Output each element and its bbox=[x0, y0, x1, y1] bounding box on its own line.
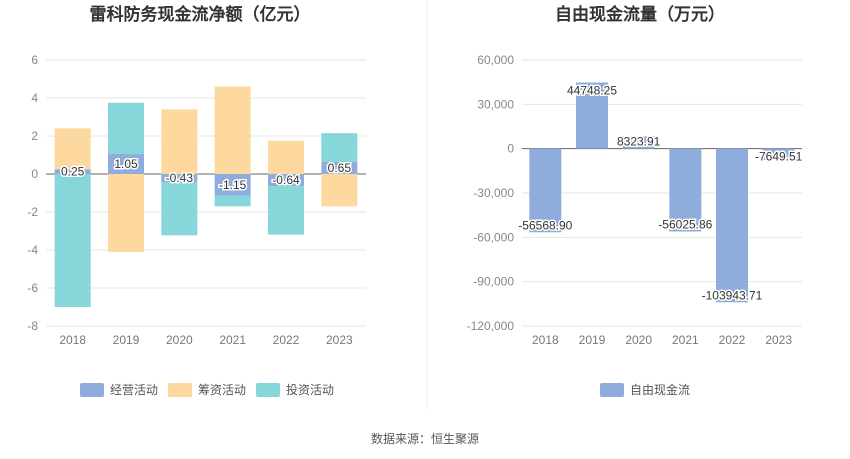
data-label: 8323.91 bbox=[617, 135, 661, 149]
bar-投资活动-2018 bbox=[54, 174, 91, 307]
x-tick-label: 2021 bbox=[219, 333, 246, 347]
y-tick-label: 0 bbox=[31, 167, 38, 181]
y-tick-label: 6 bbox=[31, 53, 38, 67]
bar-投资活动-2022 bbox=[268, 186, 304, 235]
x-tick-label: 2023 bbox=[326, 333, 353, 347]
legend-swatch-投资活动 bbox=[256, 383, 280, 397]
legend-label: 经营活动 bbox=[110, 383, 158, 397]
data-label: 1.05 bbox=[114, 157, 138, 171]
y-tick-label: 2 bbox=[31, 129, 38, 143]
bar-自由现金流-2020 bbox=[622, 136, 655, 149]
y-tick-label: 60,000 bbox=[477, 53, 514, 67]
x-tick-label: 2022 bbox=[719, 333, 746, 347]
data-label: -7649.51 bbox=[755, 150, 803, 164]
bar-自由现金流-2019 bbox=[576, 82, 608, 149]
y-tick-label: 30,000 bbox=[477, 97, 514, 111]
x-tick-label: 2019 bbox=[579, 333, 606, 347]
free-cashflow-chart: 60,000 30,000 0 -30,000 -60,000 -90,000 -120,0… bbox=[467, 53, 804, 397]
x-tick-label: 2022 bbox=[273, 333, 300, 347]
legend-label: 投资活动 bbox=[286, 382, 334, 397]
legend-swatch-经营活动 bbox=[80, 383, 104, 397]
bar-筹资活动-2018 bbox=[54, 128, 91, 170]
y-tick-label: -120,000 bbox=[467, 319, 515, 333]
bar-筹资活动-2023 bbox=[321, 174, 358, 207]
x-tick-label: 2020 bbox=[166, 333, 193, 347]
data-label: 44748.25 bbox=[567, 84, 617, 98]
bar-投资活动-2023 bbox=[321, 133, 358, 162]
data-label: -0.64 bbox=[272, 173, 300, 187]
bar-经营活动-2019 bbox=[108, 154, 144, 174]
y-tick-label: -6 bbox=[27, 281, 38, 295]
legend-swatch-筹资活动 bbox=[168, 383, 192, 397]
data-label: 0.65 bbox=[328, 161, 352, 175]
bar-投资活动-2021 bbox=[214, 195, 251, 207]
legend-label: 自由现金流 bbox=[630, 382, 690, 397]
x-tick-label: 2018 bbox=[59, 333, 86, 347]
x-tick-label: 2021 bbox=[672, 333, 699, 347]
bar-筹资活动-2020 bbox=[161, 109, 198, 174]
bar-自由现金流-2023 bbox=[762, 148, 795, 160]
data-source: 数据来源：恒生聚源 bbox=[371, 431, 479, 446]
bar-自由现金流-2021 bbox=[669, 148, 702, 232]
chart-title-left: 雷科防务现金流净额（亿元） bbox=[90, 4, 311, 24]
bar-经营活动-2023 bbox=[321, 161, 358, 174]
y-tick-label: -4 bbox=[27, 243, 38, 257]
legend-swatch-自由现金流 bbox=[600, 383, 624, 397]
data-label: -56568.90 bbox=[518, 218, 572, 232]
y-tick-label: -8 bbox=[27, 319, 38, 333]
x-tick-label: 2020 bbox=[625, 333, 652, 347]
data-label: -56025.86 bbox=[658, 217, 712, 231]
bar-经营活动-2020 bbox=[161, 174, 198, 183]
data-label: -0.43 bbox=[166, 171, 194, 185]
bar-自由现金流-2018 bbox=[529, 148, 562, 233]
y-tick-label: -60,000 bbox=[473, 230, 514, 244]
bar-经营活动-2018 bbox=[54, 169, 91, 174]
bar-筹资活动-2022 bbox=[268, 140, 304, 174]
x-tick-label: 2018 bbox=[532, 333, 559, 347]
bar-筹资活动-2019 bbox=[108, 174, 144, 252]
bar-经营活动-2021 bbox=[214, 174, 251, 196]
y-tick-label: -2 bbox=[27, 205, 38, 219]
data-label: -1.15 bbox=[219, 178, 247, 192]
bar-投资活动-2020 bbox=[161, 182, 198, 236]
bar-自由现金流-2022 bbox=[716, 148, 748, 303]
bar-投资活动-2019 bbox=[108, 102, 144, 155]
cashflow-chart: 6 4 2 0 -2 -4 -6 -8 2018 2019 2020 2021 2022 2023 0.25… bbox=[27, 53, 366, 397]
bar-筹资活动-2021 bbox=[214, 86, 251, 174]
y-tick-label: 0 bbox=[507, 142, 514, 156]
bar-经营活动-2022 bbox=[268, 174, 304, 187]
chart-title-right: 自由现金流量（万元） bbox=[555, 4, 725, 24]
data-label: -103943.71 bbox=[702, 288, 763, 302]
y-tick-label: -30,000 bbox=[473, 186, 514, 200]
x-tick-label: 2019 bbox=[113, 333, 140, 347]
y-tick-label: -90,000 bbox=[473, 275, 514, 289]
y-tick-label: 4 bbox=[31, 91, 38, 105]
legend-label: 筹资活动 bbox=[198, 383, 246, 397]
x-tick-label: 2023 bbox=[765, 333, 792, 347]
data-label: 0.25 bbox=[61, 165, 85, 179]
